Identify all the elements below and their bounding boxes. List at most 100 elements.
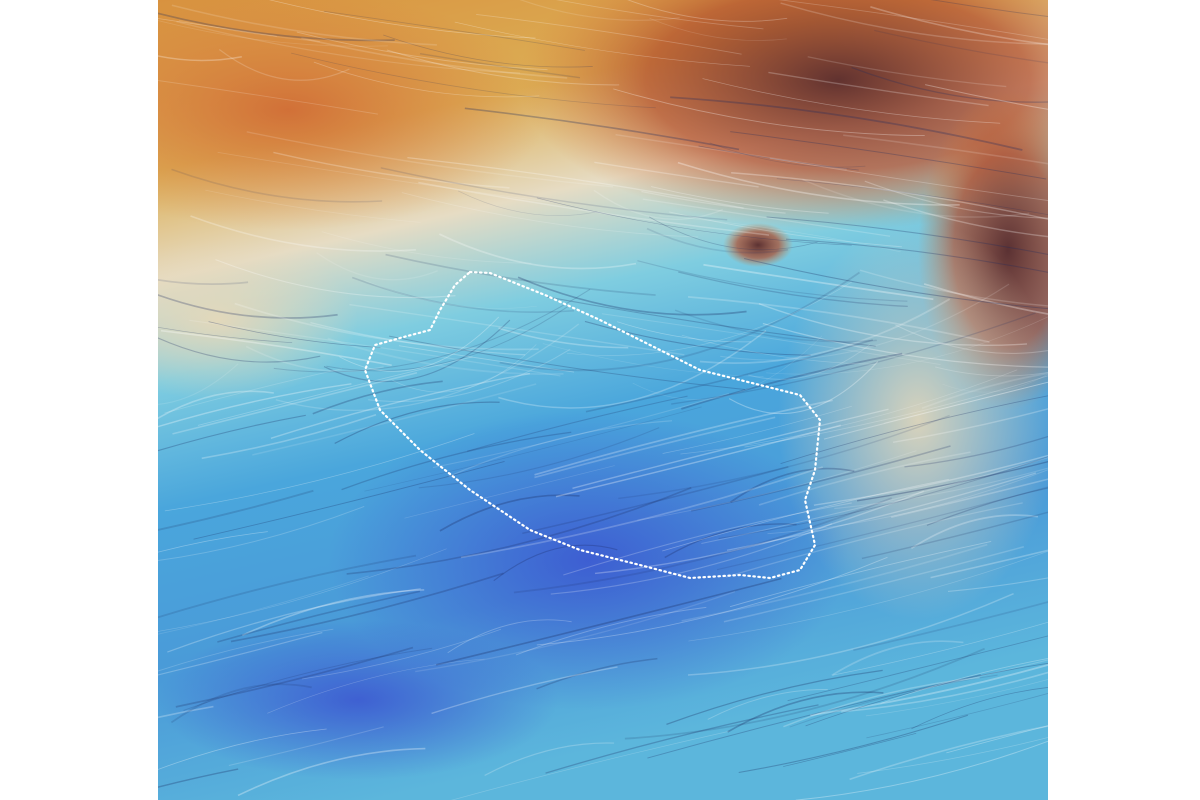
field-line bbox=[851, 66, 1048, 103]
field-line bbox=[448, 420, 673, 478]
field-line bbox=[158, 548, 447, 632]
field-line bbox=[230, 572, 504, 643]
field-line bbox=[758, 303, 1028, 347]
field-line bbox=[418, 181, 770, 236]
field-line bbox=[268, 0, 536, 39]
field-line bbox=[671, 312, 1036, 405]
field-line bbox=[890, 478, 1048, 518]
field-line bbox=[617, 321, 751, 343]
field-line bbox=[707, 688, 828, 720]
field-line bbox=[618, 414, 950, 500]
field-line bbox=[911, 687, 1048, 730]
field-line bbox=[601, 313, 941, 365]
field-line bbox=[158, 18, 277, 37]
field-line bbox=[364, 406, 702, 492]
field-line bbox=[178, 19, 320, 43]
field-line bbox=[921, 372, 1048, 410]
field-line bbox=[813, 454, 1048, 506]
field-line bbox=[158, 294, 338, 319]
field-line bbox=[701, 456, 1048, 545]
field-line bbox=[513, 497, 892, 594]
field-line bbox=[364, 280, 537, 309]
field-line bbox=[831, 640, 964, 677]
field-line bbox=[646, 227, 789, 254]
field-line bbox=[883, 382, 1048, 424]
field-line bbox=[217, 590, 421, 643]
field-line bbox=[859, 269, 1048, 307]
field-line bbox=[517, 276, 747, 316]
field-line bbox=[158, 705, 214, 719]
field-line bbox=[727, 691, 884, 733]
field-line bbox=[476, 13, 742, 55]
field-line bbox=[802, 178, 1030, 218]
field-line bbox=[866, 693, 1048, 739]
field-line bbox=[910, 514, 1039, 550]
field-line bbox=[158, 768, 239, 788]
field-line bbox=[584, 320, 811, 356]
field-line bbox=[669, 211, 902, 248]
field-line bbox=[217, 151, 550, 203]
field-line bbox=[726, 472, 1037, 551]
field-line bbox=[171, 4, 437, 46]
field-line bbox=[326, 305, 570, 372]
field-line bbox=[904, 435, 1048, 468]
field-line bbox=[438, 233, 637, 270]
field-line bbox=[546, 296, 876, 347]
field-line bbox=[380, 167, 728, 221]
field-line bbox=[158, 337, 321, 363]
field-line bbox=[432, 393, 730, 469]
field-line bbox=[164, 433, 475, 512]
field-line bbox=[744, 375, 1048, 448]
field-line bbox=[158, 12, 395, 42]
field-line bbox=[624, 647, 985, 740]
field-line bbox=[892, 408, 1048, 444]
field-line bbox=[687, 592, 1014, 676]
field-line bbox=[323, 319, 511, 383]
field-line bbox=[237, 747, 426, 797]
field-line bbox=[270, 372, 531, 439]
field-line bbox=[158, 326, 293, 344]
field-line bbox=[789, 674, 998, 728]
field-line bbox=[870, 6, 1048, 46]
field-line bbox=[498, 327, 629, 349]
field-line bbox=[457, 190, 598, 216]
field-line bbox=[321, 231, 532, 264]
field-line bbox=[499, 271, 860, 372]
field-line bbox=[823, 381, 1048, 440]
field-line bbox=[874, 29, 1048, 64]
dust-region-brown bbox=[518, 0, 1048, 230]
field-line bbox=[856, 460, 1048, 502]
field-line bbox=[158, 80, 378, 115]
field-line bbox=[158, 628, 334, 672]
field-line bbox=[158, 554, 417, 619]
field-line bbox=[301, 628, 502, 680]
field-line bbox=[723, 546, 1025, 623]
field-line bbox=[648, 216, 818, 251]
field-line bbox=[834, 467, 1048, 510]
field-line bbox=[880, 658, 1048, 704]
field-line bbox=[563, 502, 852, 576]
field-line bbox=[175, 646, 414, 708]
field-line bbox=[197, 356, 473, 426]
field-line bbox=[201, 413, 377, 460]
field-line bbox=[170, 683, 312, 724]
field-line bbox=[680, 369, 1018, 455]
field-line bbox=[383, 34, 593, 68]
field-line bbox=[649, 17, 787, 41]
field-line bbox=[637, 260, 908, 302]
field-line bbox=[832, 621, 1048, 676]
field-line bbox=[158, 414, 306, 452]
field-line bbox=[585, 339, 874, 413]
field-line bbox=[613, 88, 925, 137]
field-line bbox=[698, 145, 859, 171]
field-line bbox=[245, 345, 384, 373]
field-line bbox=[778, 0, 1048, 40]
field-line bbox=[730, 467, 855, 503]
field-line bbox=[925, 84, 1048, 110]
field-line bbox=[807, 56, 1007, 88]
field-line bbox=[536, 197, 852, 246]
field-line bbox=[787, 635, 1048, 702]
field-line bbox=[555, 424, 841, 498]
field-line bbox=[729, 540, 992, 608]
field-line bbox=[351, 276, 575, 313]
